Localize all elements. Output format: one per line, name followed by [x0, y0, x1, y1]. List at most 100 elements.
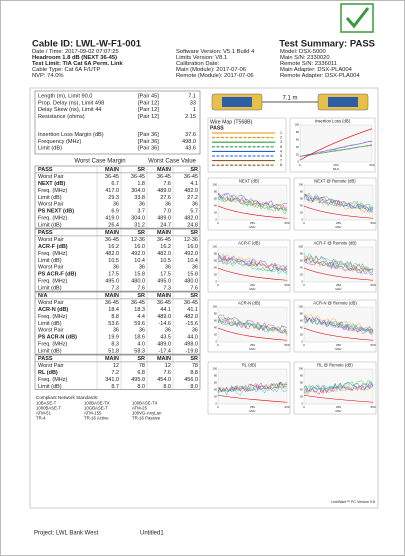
graph-y-tick: 80	[214, 252, 218, 256]
length-display: 7.1 m	[282, 96, 297, 102]
cell: 44.0	[187, 335, 198, 341]
graph-y-tick: 60	[296, 138, 300, 142]
cell: 78	[139, 363, 145, 369]
graph-title: ACR-F (dB)	[238, 241, 260, 246]
cell: 12-36	[131, 237, 145, 243]
cell: 482.0	[184, 188, 198, 194]
trace	[217, 317, 288, 334]
trace	[303, 317, 374, 335]
graph-x-label: MHz	[335, 287, 342, 291]
cell: -19.8	[185, 348, 198, 354]
row-label: Freq. (MHz)	[38, 216, 68, 222]
cell: 495.0	[105, 279, 119, 285]
graph-y-tick: 20	[300, 273, 304, 277]
pin-number: 5	[280, 154, 282, 158]
header-field: Calibration Date:	[176, 61, 220, 67]
graph-y-tick: 0	[301, 340, 303, 344]
cell: MAIN	[157, 230, 171, 236]
summary-value: 2.15	[185, 114, 196, 120]
row-label: Worst Pair	[38, 174, 64, 180]
wire-map-status: PASS	[210, 125, 224, 131]
row-label: NEXT (dB)	[38, 181, 65, 187]
standard: 10BASE-T	[36, 401, 57, 406]
row-label: PASS	[38, 167, 53, 173]
cell: 36	[165, 202, 171, 208]
row-label: Worst Pair	[38, 300, 64, 306]
tester-screen	[222, 97, 252, 107]
trace	[303, 195, 374, 214]
summary-value: 1	[193, 107, 196, 113]
graph-x-tick: 250	[336, 405, 341, 409]
header-field: Model: DSX-5000	[280, 49, 326, 55]
trace	[303, 194, 374, 211]
row-label: Worst Pair	[38, 265, 64, 271]
graph-x-tick: 250	[336, 343, 341, 347]
trace	[303, 315, 374, 332]
graph-title: NEXT (dB)	[239, 179, 260, 184]
cell: 31.2	[134, 222, 145, 228]
cell: 43.5	[160, 335, 171, 341]
table-heading: Worst Case Value	[148, 159, 196, 165]
standard: 100VG-AnyLan	[132, 411, 162, 416]
summary-pair: [Pair 45]	[138, 93, 159, 99]
graph-y-tick: 40	[214, 326, 218, 330]
graph-x-tick: 0	[217, 283, 219, 287]
cell: SR	[190, 167, 198, 173]
graph-y-tick: 100	[298, 305, 303, 309]
cell: 495.0	[157, 279, 171, 285]
graph-x-label: MHz	[249, 225, 256, 229]
trace	[299, 144, 373, 157]
graph-y-tick: 80	[214, 374, 218, 378]
graph-y-tick: 60	[300, 259, 304, 263]
cell: 27.6	[160, 195, 171, 201]
cell: 495.0	[131, 377, 145, 383]
cell: 12-36	[184, 237, 198, 243]
summary-label: Insertion Loss Margin (dB)	[38, 132, 104, 138]
cell: 10.4	[187, 258, 198, 264]
test-summary: Test Summary: PASS	[279, 39, 375, 50]
summary-label: Frequency (MHz)	[38, 139, 81, 145]
summary-pair: [Pair 12]	[138, 114, 159, 120]
trace	[303, 196, 374, 213]
row-label: Limit (dB)	[38, 348, 62, 354]
cell: 36	[139, 328, 145, 334]
software-version: LinkWare™ PC Version 9.8	[331, 500, 375, 504]
graph-x-tick: 500	[284, 343, 289, 347]
project-name: Project: LWL Bank West	[34, 531, 99, 537]
graph-y-tick: 20	[300, 211, 304, 215]
limit-line	[217, 327, 288, 341]
cell: 8.0	[190, 384, 198, 390]
summary-value: 33	[190, 100, 196, 106]
cell: 36	[165, 265, 171, 271]
graph-y-tick: 80	[300, 190, 304, 194]
row-label: Limit (dB)	[38, 195, 62, 201]
header-field: Main S/N: 2330020	[280, 55, 330, 61]
cell: 16.0	[187, 244, 198, 250]
row-label: Worst Pair	[38, 328, 64, 334]
graph-title: ACR-F @ Remote (dB)	[313, 241, 357, 246]
cell: 8.3	[111, 342, 119, 348]
summary-pair: [Pair 12]	[138, 100, 159, 106]
cell: SR	[137, 356, 145, 362]
cell: 36-45	[157, 300, 171, 306]
limit-line	[303, 267, 374, 281]
graph-title: RL @ Remote (dB)	[317, 363, 353, 368]
cell: MAIN	[157, 356, 171, 362]
graph-y-tick: 80	[214, 312, 218, 316]
cell: 18.4	[108, 307, 119, 313]
table-box	[34, 291, 201, 355]
row-label: Freq. (MHz)	[38, 377, 68, 383]
graph-x-label: MHz	[249, 287, 256, 291]
row-label: Freq. (MHz)	[38, 279, 68, 285]
graph-y-tick: 60	[214, 259, 218, 263]
row-label: Worst Pair	[38, 202, 64, 208]
standard: 1000BASE-T	[36, 406, 61, 411]
cell: 17.5	[160, 272, 171, 278]
cell: 489.0	[157, 188, 171, 194]
graph-y-tick: 0	[215, 340, 217, 344]
graph-y-tick: 80	[300, 374, 304, 378]
cell: 36	[113, 265, 119, 271]
cell: 10.5	[108, 258, 119, 264]
limit-line	[303, 394, 374, 403]
trace	[303, 253, 374, 270]
